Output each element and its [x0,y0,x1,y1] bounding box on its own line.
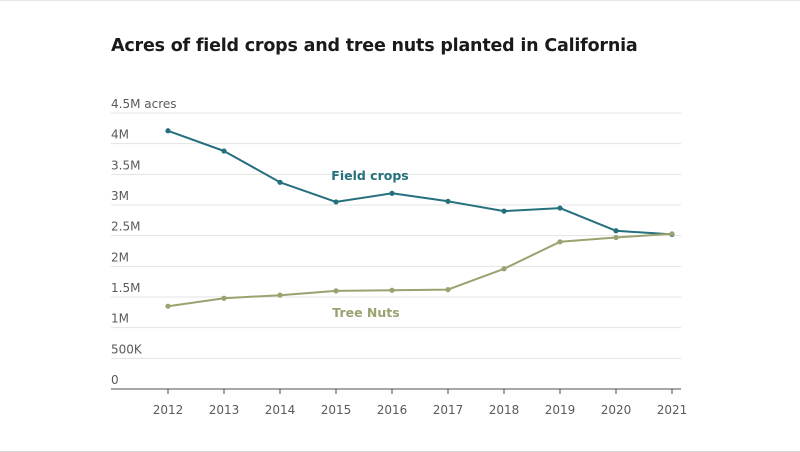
data-point [333,199,339,205]
data-point [277,292,283,298]
data-point [389,287,395,293]
grid-lines [111,112,681,359]
y-tick-label: 2M [111,250,129,264]
x-tick-label: 2019 [545,403,576,417]
x-axis-ticks [167,389,673,394]
x-tick-label: 2017 [433,403,464,417]
y-axis-labels: 0 500K 1M 1.5M 2M 2.5M 3M 3.5M 4M 4.5M acres [111,97,177,387]
x-tick-label: 2018 [489,403,520,417]
x-axis-labels: 2012 2013 2014 2015 2016 2017 2018 2019 2020 2021 [153,403,688,417]
x-tick-label: 2012 [153,403,184,417]
y-tick-label: 2.5M [111,220,140,234]
data-point [501,266,507,272]
data-point [557,239,563,245]
y-tick-label: 4.5M acres [111,97,177,111]
y-tick-label: 500K [111,342,143,356]
data-point [221,295,227,301]
data-point [501,208,507,214]
data-point [277,179,283,185]
data-point [613,234,619,241]
series-line-1 [167,232,673,308]
top-rule [0,0,800,1]
y-tick-label: 1.5M [111,281,140,295]
x-tick-label: 2014 [265,403,296,417]
data-point [333,288,339,294]
x-tick-label: 2015 [321,403,352,417]
x-tick-label: 2016 [377,403,408,417]
data-point [165,128,171,134]
y-tick-label: 4M [111,128,129,142]
data-point [389,190,395,196]
data-point [445,198,451,204]
y-tick-label: 3.5M [111,158,140,172]
series-group [165,128,675,309]
data-point [669,231,675,237]
data-point [445,287,451,293]
y-tick-label: 0 [111,373,119,387]
data-point [613,228,619,234]
y-tick-label: 1M [111,312,129,326]
x-tick-label: 2013 [209,403,240,417]
data-point [557,205,563,211]
x-tick-label: 2021 [657,403,688,417]
series-label-tree-nuts: Tree Nuts [332,305,399,320]
data-point [165,303,171,309]
chart-title: Acres of field crops and tree nuts plant… [111,36,638,56]
series-line-0 [167,129,673,236]
y-tick-label: 3M [111,189,129,203]
series-label-field-crops: Field crops [331,168,408,183]
x-tick-label: 2020 [601,403,632,417]
data-point [221,148,227,154]
